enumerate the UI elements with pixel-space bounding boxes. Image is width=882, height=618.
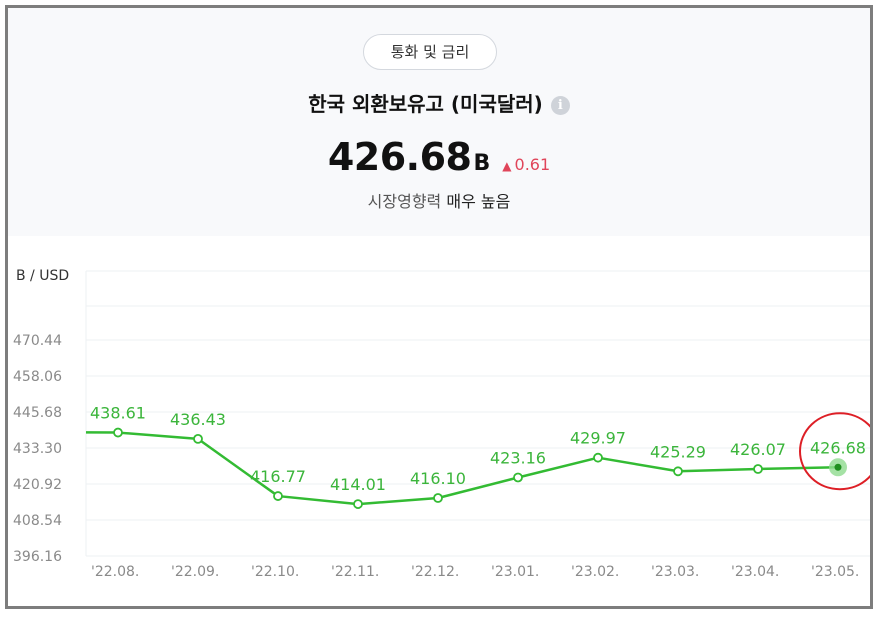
triangle-up-icon: ▲ — [502, 159, 512, 173]
y-tick-label: 420.92 — [13, 477, 62, 493]
y-tick-label: 445.68 — [13, 405, 62, 421]
data-point — [433, 493, 443, 503]
data-label: 414.01 — [330, 475, 386, 494]
y-tick-label: 408.54 — [13, 513, 62, 529]
y-tick-label: 433.30 — [13, 441, 62, 457]
value-row: 426.68B ▲ 0.61 — [8, 135, 870, 179]
highlight-circle — [799, 412, 870, 491]
data-point — [273, 491, 283, 501]
current-value: 426.68 — [327, 135, 472, 179]
x-tick-label: '23.03. — [651, 564, 699, 580]
chart-card: 통화 및 금리 한국 외환보유고 (미국달러) i 426.68B ▲ 0.61 시장… — [5, 5, 873, 609]
info-icon[interactable]: i — [550, 96, 570, 115]
data-label: 438.61 — [90, 404, 146, 423]
data-label: 429.97 — [570, 429, 626, 448]
data-label: 426.68 — [810, 438, 866, 457]
impact-level: 매우 높음 — [446, 192, 511, 211]
indicator-title: 한국 외환보유고 (미국달러) i — [8, 88, 870, 117]
data-label: 416.77 — [250, 467, 306, 486]
x-tick-label: '22.12. — [411, 564, 459, 580]
indicator-title-text: 한국 외환보유고 (미국달러) — [308, 92, 543, 116]
y-axis-unit-label: B / USD — [16, 268, 70, 284]
data-point — [113, 427, 123, 438]
data-point — [753, 464, 763, 474]
x-tick-label: '22.08. — [91, 564, 139, 580]
change-amount: 0.61 — [514, 155, 551, 174]
data-label: 423.16 — [490, 448, 546, 467]
y-tick-label: 396.16 — [13, 549, 62, 565]
y-tick-label: 470.44 — [13, 333, 62, 349]
impact-label: 시장영향력 — [367, 192, 442, 211]
x-tick-label: '23.02. — [571, 564, 619, 580]
category-chip[interactable]: 통화 및 금리 — [363, 34, 497, 70]
value-unit: B — [473, 151, 491, 176]
data-point — [193, 433, 203, 444]
data-point — [513, 472, 523, 483]
x-tick-label: '23.01. — [491, 564, 539, 580]
y-tick-label: 458.06 — [13, 369, 62, 385]
data-label: 426.07 — [730, 440, 786, 459]
line-chart: 470.44 458.06 445.68 433.30 420.92 408.54 396.… — [13, 270, 870, 580]
data-point — [593, 452, 603, 463]
data-label: 416.10 — [410, 469, 466, 488]
market-impact: 시장영향력 매우 높음 — [8, 188, 870, 212]
x-tick-label: '22.11. — [331, 564, 379, 580]
header-panel: 통화 및 금리 한국 외환보유고 (미국달러) i 426.68B ▲ 0.61 시장… — [8, 8, 870, 236]
x-tick-label: '22.09. — [171, 564, 219, 580]
x-tick-label: '22.10. — [251, 564, 299, 580]
data-label: 425.29 — [650, 442, 706, 461]
data-point-current — [834, 463, 842, 471]
data-label: 436.43 — [170, 410, 226, 429]
x-tick-label: '23.04. — [731, 564, 779, 580]
x-tick-label: '23.05. — [811, 564, 859, 580]
data-point — [673, 466, 683, 477]
change-value: ▲ 0.61 — [502, 155, 550, 174]
data-point — [353, 499, 363, 509]
